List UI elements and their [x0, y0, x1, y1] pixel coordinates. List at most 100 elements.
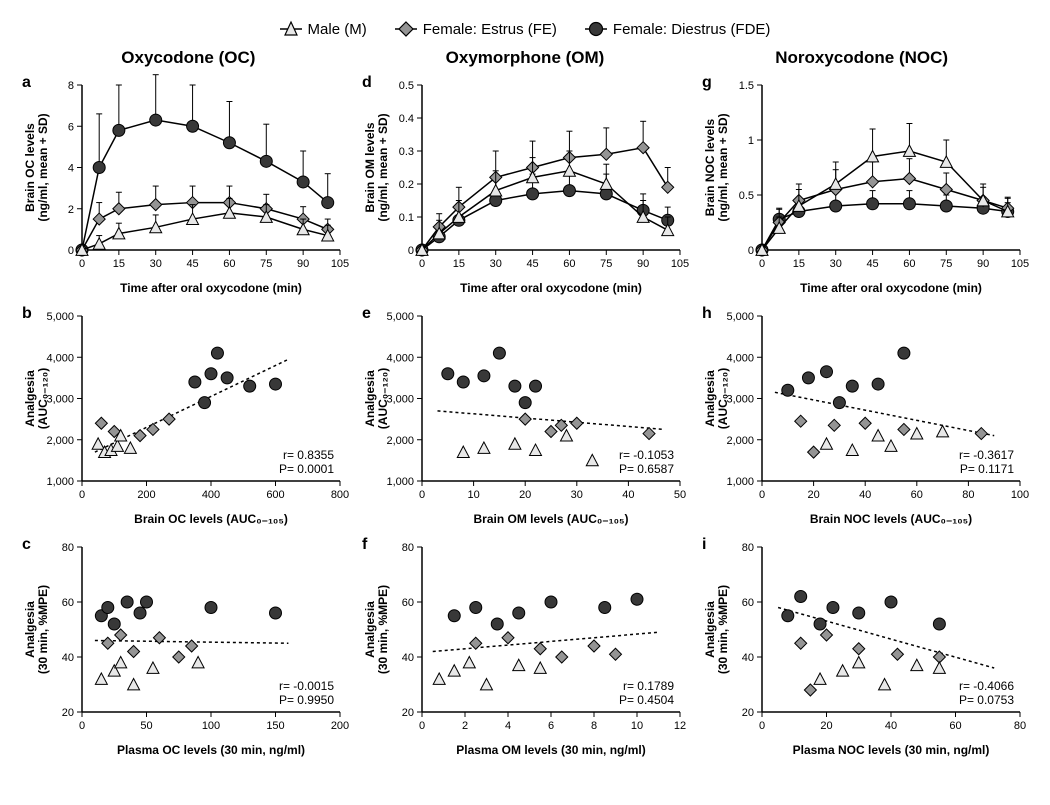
svg-text:P= 0.6587: P= 0.6587 — [619, 462, 674, 476]
svg-text:40: 40 — [742, 652, 754, 664]
panel-f-svg: 02468101220406080Plasma OM levels (30 mi… — [360, 535, 690, 760]
svg-text:(ng/ml, mean + SD): (ng/ml, mean + SD) — [716, 113, 730, 221]
svg-text:0: 0 — [748, 245, 754, 257]
svg-text:Brain OM levels: Brain OM levels — [363, 122, 377, 212]
svg-text:Time after oral oxycodone (min: Time after oral oxycodone (min) — [800, 281, 982, 295]
svg-text:10: 10 — [631, 720, 643, 732]
svg-text:60: 60 — [949, 720, 961, 732]
svg-text:0.3: 0.3 — [399, 146, 414, 158]
svg-text:90: 90 — [297, 258, 309, 270]
svg-text:75: 75 — [260, 258, 272, 270]
svg-text:(ng/ml, mean + SD): (ng/ml, mean + SD) — [376, 113, 390, 221]
svg-text:0.2: 0.2 — [399, 179, 414, 191]
svg-text:r= -0.1053: r= -0.1053 — [619, 448, 674, 462]
svg-text:75: 75 — [600, 258, 612, 270]
svg-text:0: 0 — [79, 258, 85, 270]
svg-text:i: i — [702, 536, 706, 553]
svg-text:800: 800 — [331, 489, 349, 501]
legend-male-label: Male (M) — [308, 21, 367, 38]
svg-text:Brain NOC levels (AUC₀₋₁₀₅): Brain NOC levels (AUC₀₋₁₀₅) — [810, 512, 972, 526]
svg-text:20: 20 — [820, 720, 832, 732]
panel-i-svg: 02040608020406080Plasma NOC levels (30 m… — [700, 535, 1030, 760]
svg-text:30: 30 — [830, 258, 842, 270]
svg-text:Analgesia: Analgesia — [363, 370, 377, 427]
svg-text:60: 60 — [62, 597, 74, 609]
svg-text:4,000: 4,000 — [726, 352, 754, 364]
svg-text:45: 45 — [526, 258, 538, 270]
svg-text:0.5: 0.5 — [399, 80, 414, 92]
svg-text:e: e — [362, 305, 371, 322]
svg-text:20: 20 — [519, 489, 531, 501]
svg-text:1.5: 1.5 — [739, 80, 754, 92]
svg-text:Analgesia: Analgesia — [23, 601, 37, 658]
panel-d-svg: 015304560759010500.10.20.30.40.5Time aft… — [360, 73, 690, 298]
panel-g: 015304560759010500.511.5Time after oral … — [700, 73, 1030, 298]
legend-fde-label: Female: Diestrus (FDE) — [613, 21, 771, 38]
svg-text:b: b — [22, 305, 32, 322]
svg-text:40: 40 — [62, 652, 74, 664]
svg-text:r= -0.3617: r= -0.3617 — [959, 448, 1014, 462]
svg-text:15: 15 — [453, 258, 465, 270]
svg-text:(30 min, %MPE): (30 min, %MPE) — [36, 585, 50, 674]
svg-text:105: 105 — [331, 258, 349, 270]
svg-text:60: 60 — [911, 489, 923, 501]
svg-text:6: 6 — [548, 720, 554, 732]
svg-text:600: 600 — [266, 489, 284, 501]
svg-text:80: 80 — [402, 542, 414, 554]
svg-text:P= 0.0753: P= 0.0753 — [959, 693, 1014, 707]
legend-male: Male (M) — [280, 20, 367, 38]
svg-text:5,000: 5,000 — [46, 311, 74, 323]
svg-text:Time after oral oxycodone (min: Time after oral oxycodone (min) — [460, 281, 642, 295]
svg-text:50: 50 — [140, 720, 152, 732]
svg-text:105: 105 — [671, 258, 689, 270]
svg-text:30: 30 — [150, 258, 162, 270]
svg-text:r= -0.4066: r= -0.4066 — [959, 679, 1014, 693]
svg-text:4: 4 — [68, 163, 74, 175]
legend: Male (M) Female: Estrus (FE) Female: Die… — [20, 20, 1030, 38]
column-headers: Oxycodone (OC) Oxymorphone (OM) Noroxyco… — [20, 48, 1030, 68]
svg-text:20: 20 — [402, 707, 414, 719]
svg-text:30: 30 — [571, 489, 583, 501]
svg-text:8: 8 — [68, 80, 74, 92]
svg-text:45: 45 — [866, 258, 878, 270]
svg-text:2,000: 2,000 — [46, 435, 74, 447]
svg-text:15: 15 — [793, 258, 805, 270]
svg-text:0: 0 — [419, 258, 425, 270]
svg-text:f: f — [362, 536, 368, 553]
svg-text:6: 6 — [68, 121, 74, 133]
panel-e: 010203040501,0002,0003,0004,0005,000Brai… — [360, 304, 690, 529]
svg-text:Plasma OM levels (30 min, ng/m: Plasma OM levels (30 min, ng/ml) — [456, 743, 645, 757]
svg-text:P= 0.1171: P= 0.1171 — [960, 462, 1014, 476]
svg-text:P= 0.4504: P= 0.4504 — [619, 693, 674, 707]
svg-text:10: 10 — [467, 489, 479, 501]
svg-text:50: 50 — [674, 489, 686, 501]
svg-text:h: h — [702, 305, 712, 322]
svg-text:1: 1 — [748, 135, 754, 147]
svg-text:40: 40 — [622, 489, 634, 501]
svg-text:r= 0.1789: r= 0.1789 — [623, 679, 674, 693]
svg-text:12: 12 — [674, 720, 686, 732]
svg-text:Analgesia: Analgesia — [703, 601, 717, 658]
svg-text:a: a — [22, 74, 31, 91]
svg-text:40: 40 — [859, 489, 871, 501]
svg-text:P= 0.9950: P= 0.9950 — [279, 693, 334, 707]
svg-text:3,000: 3,000 — [726, 394, 754, 406]
svg-text:3,000: 3,000 — [46, 394, 74, 406]
svg-text:Analgesia: Analgesia — [363, 601, 377, 658]
svg-text:80: 80 — [1014, 720, 1026, 732]
svg-text:Plasma NOC levels (30 min, ng/: Plasma NOC levels (30 min, ng/ml) — [793, 743, 990, 757]
svg-text:g: g — [702, 74, 712, 91]
svg-text:Brain NOC levels: Brain NOC levels — [703, 118, 717, 216]
svg-text:0: 0 — [79, 720, 85, 732]
svg-text:75: 75 — [940, 258, 952, 270]
svg-text:(30 min, %MPE): (30 min, %MPE) — [716, 585, 730, 674]
svg-text:4: 4 — [505, 720, 511, 732]
svg-text:4,000: 4,000 — [46, 352, 74, 364]
panel-f: 02468101220406080Plasma OM levels (30 mi… — [360, 535, 690, 760]
legend-fe: Female: Estrus (FE) — [395, 20, 557, 38]
svg-text:d: d — [362, 74, 372, 91]
panel-c-svg: 05010015020020406080Plasma OC levels (30… — [20, 535, 350, 760]
svg-text:5,000: 5,000 — [726, 311, 754, 323]
svg-text:(AUC₀₋₁₂₀): (AUC₀₋₁₂₀) — [376, 368, 390, 429]
svg-text:105: 105 — [1011, 258, 1029, 270]
